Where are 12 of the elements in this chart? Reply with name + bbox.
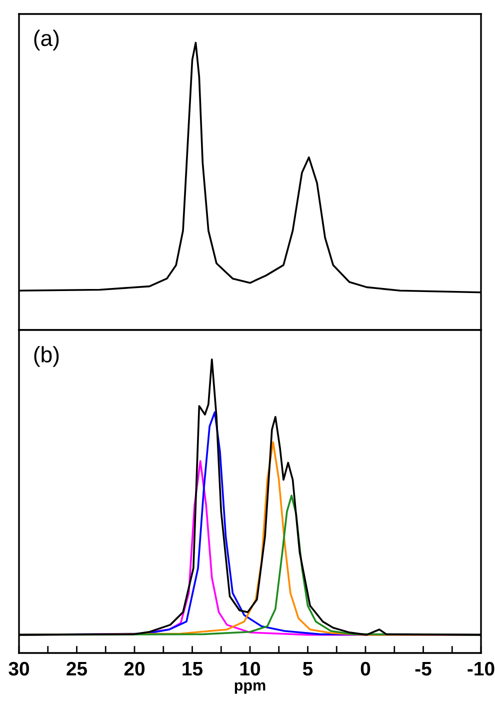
- x-tick-label: 15: [182, 662, 203, 676]
- x-tick-label: 5: [302, 662, 313, 676]
- x-tick-label: 25: [66, 662, 88, 676]
- annotation: (b): [34, 346, 59, 367]
- x-tick-label: -5: [415, 662, 432, 676]
- x-tick-label: -10: [468, 662, 494, 676]
- x-axis-title: ppm: [234, 682, 266, 694]
- x-tick-label: 30: [8, 662, 30, 676]
- x-tick-label: 10: [240, 662, 260, 676]
- annotation: (a): [34, 30, 59, 51]
- x-tick-label: 0: [360, 662, 370, 676]
- x-tick-label: 20: [124, 662, 145, 676]
